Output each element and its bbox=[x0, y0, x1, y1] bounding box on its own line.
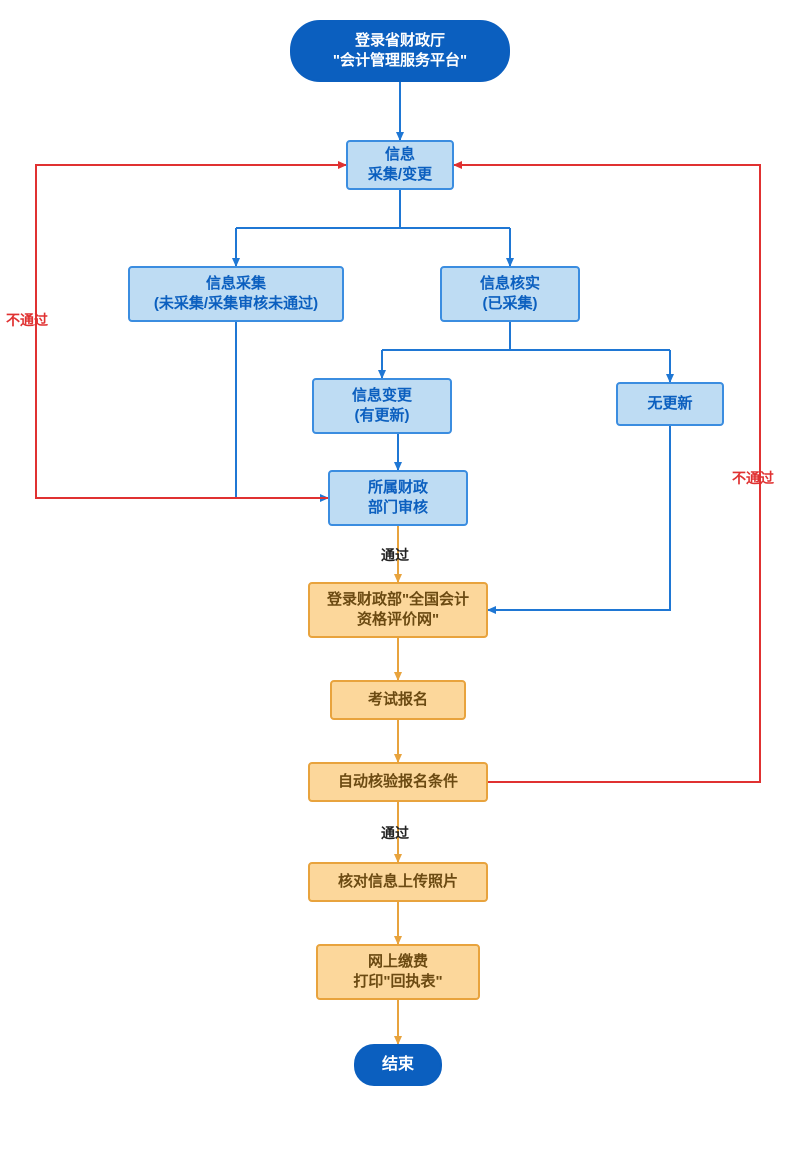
node-info: 信息 采集/变更 bbox=[346, 140, 454, 190]
node-pay: 网上缴费 打印"回执表" bbox=[316, 944, 480, 1000]
flowchart-canvas: 登录省财政厅 "会计管理服务平台" 信息 采集/变更信息采集 (未采集/采集审核未… bbox=[0, 0, 800, 1156]
edge-e-autochk-fail bbox=[454, 165, 760, 782]
node-collect: 信息采集 (未采集/采集审核未通过) bbox=[128, 266, 344, 322]
node-noupd: 无更新 bbox=[616, 382, 724, 426]
node-upload: 核对信息上传照片 bbox=[308, 862, 488, 902]
node-verify: 信息核实 (已采集) bbox=[440, 266, 580, 322]
edge-e-audit-fail bbox=[36, 165, 346, 498]
node-end: 结束 bbox=[354, 1044, 442, 1086]
label-fail-right: 不通过 bbox=[732, 468, 774, 488]
edge-e-noupd-login2 bbox=[488, 426, 670, 610]
node-audit: 所属财政 部门审核 bbox=[328, 470, 468, 526]
label-fail-left: 不通过 bbox=[6, 310, 48, 330]
node-start: 登录省财政厅 "会计管理服务平台" bbox=[290, 20, 510, 82]
label-pass-1: 通过 bbox=[381, 545, 409, 565]
node-login2: 登录财政部"全国会计 资格评价网" bbox=[308, 582, 488, 638]
node-autochk: 自动核验报名条件 bbox=[308, 762, 488, 802]
label-pass-2: 通过 bbox=[381, 823, 409, 843]
node-signup: 考试报名 bbox=[330, 680, 466, 720]
node-change: 信息变更 (有更新) bbox=[312, 378, 452, 434]
